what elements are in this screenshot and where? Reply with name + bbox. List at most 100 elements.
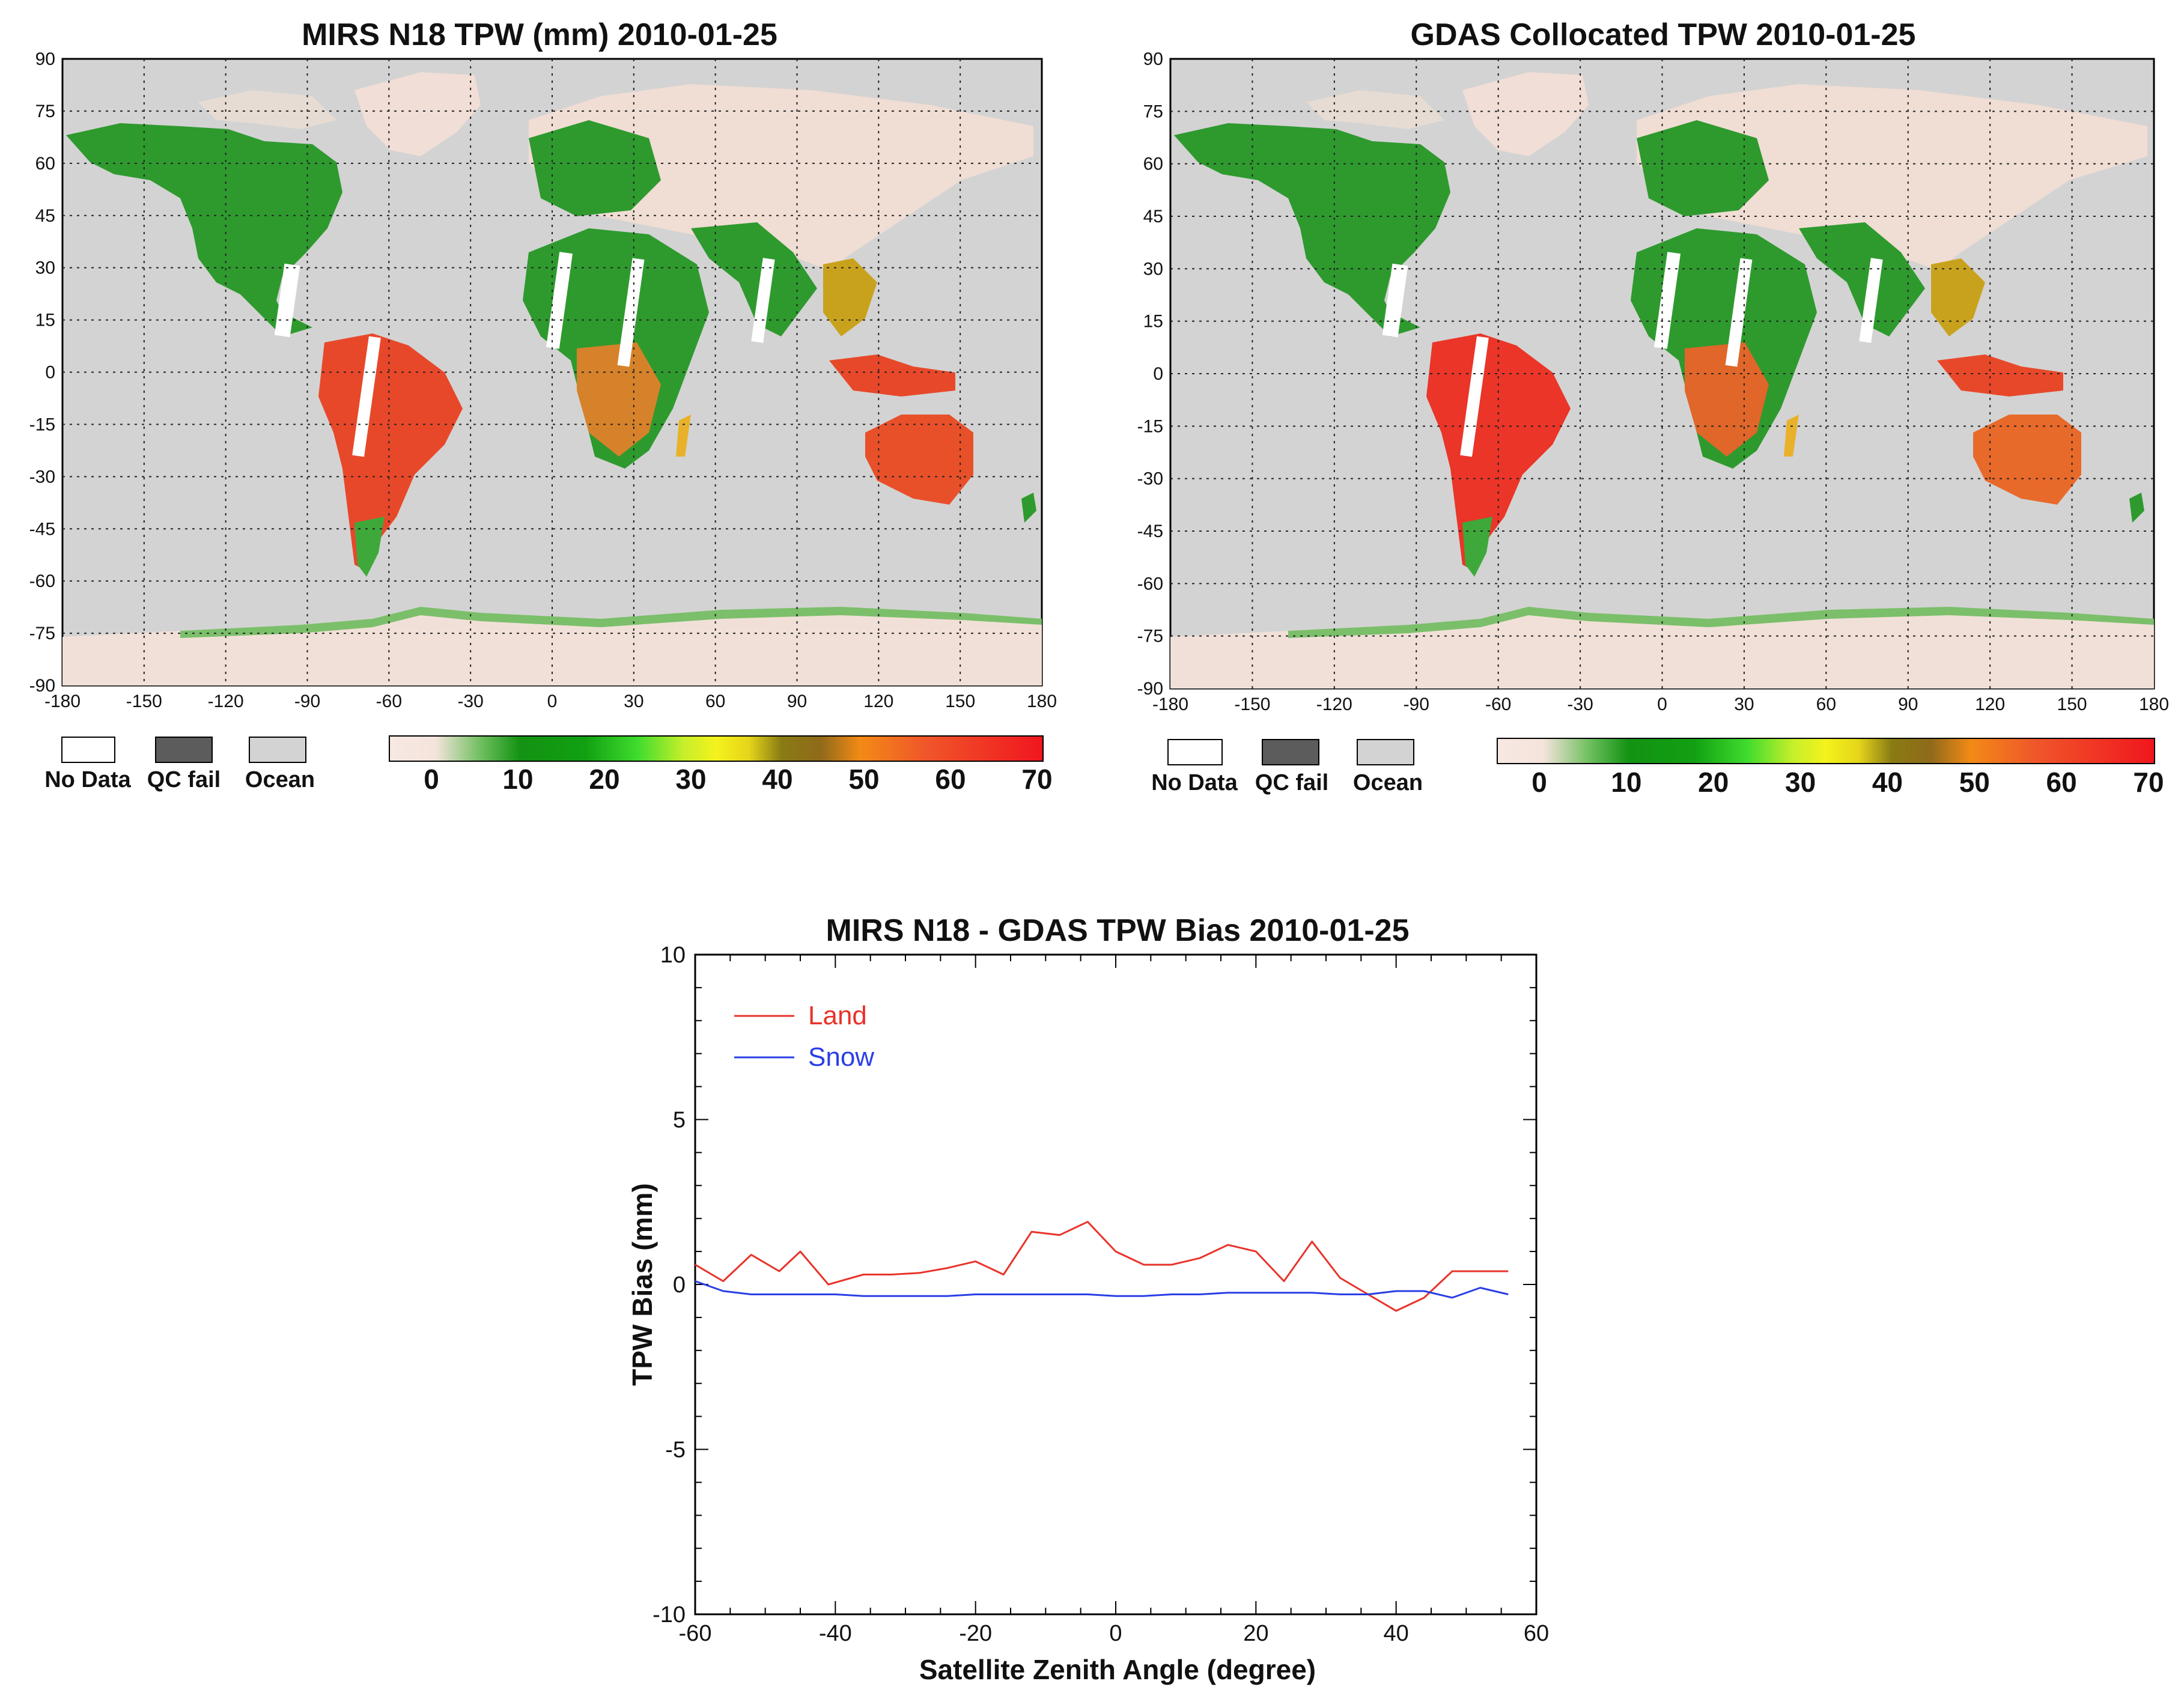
lon-tick-label: 180 xyxy=(2139,694,2169,714)
swath-gap xyxy=(1653,252,1681,349)
map-title: GDAS Collocated TPW 2010-01-25 xyxy=(1411,17,1916,52)
lon-tick-label: 90 xyxy=(1898,694,1918,714)
map-panel-right: GDAS Collocated TPW 2010-01-25 xyxy=(1137,17,2169,798)
lat-tick-label: -75 xyxy=(1137,627,1163,646)
lon-tick-label: -120 xyxy=(208,691,244,711)
bias-plot: MIRS N18 - GDAS TPW Bias 2010-01-25 -60-… xyxy=(627,913,1549,1685)
legend-label-no-data: No Data xyxy=(44,767,131,792)
landmass-australia xyxy=(865,415,973,505)
lon-tick-label: 60 xyxy=(1816,694,1836,714)
colorbar-tick-label: 70 xyxy=(1021,764,1052,795)
x-tick-label: -40 xyxy=(819,1621,852,1646)
legend-swatch-no-data xyxy=(61,737,115,763)
landmass-indonesia xyxy=(1937,354,2063,397)
lon-tick-label: -30 xyxy=(1567,694,1593,714)
legend-label-no-data: No Data xyxy=(1151,770,1238,795)
landmass-madagascar xyxy=(676,415,691,457)
lat-tick-label: -45 xyxy=(29,519,55,539)
landmass-eurasia xyxy=(529,84,1033,270)
map-panel-left: MIRS N18 TPW (mm) 2010-01-25 xyxy=(29,17,1057,795)
lat-tick-label: -60 xyxy=(1137,574,1163,594)
landmass-indonesia xyxy=(829,354,955,397)
lat-tick-labels: 90 75 60 45 30 15 0 -15 -30 -45 -60 -75 -90 xyxy=(1137,49,1163,699)
lat-tick-label: 15 xyxy=(1143,312,1163,332)
lon-tick-label: -150 xyxy=(1234,694,1270,714)
landmass-arctic-canada xyxy=(198,90,336,129)
legend-label-qc-fail: QC fail xyxy=(1255,770,1328,795)
lon-tick-label: -120 xyxy=(1316,694,1352,714)
swath-gap xyxy=(1859,258,1883,343)
lat-tick-label: -75 xyxy=(29,624,55,643)
colorbar-tick-label: 30 xyxy=(1785,767,1816,798)
colorbar-tick-label: 20 xyxy=(589,764,619,795)
lon-tick-label: 120 xyxy=(1975,694,2005,714)
plot-series xyxy=(695,1221,1509,1312)
lat-tick-label: -30 xyxy=(1137,469,1163,489)
legend-swatch-ocean xyxy=(249,737,306,763)
legend-label-snow: Snow xyxy=(808,1042,874,1072)
map-title: MIRS N18 TPW (mm) 2010-01-25 xyxy=(302,17,777,52)
colorbar-tick-label: 30 xyxy=(675,764,706,795)
colorbar-tick-label: 50 xyxy=(848,764,879,795)
y-tick-label: 5 xyxy=(673,1108,686,1133)
colorbar-tick-labels: 0 10 20 30 40 50 60 70 xyxy=(424,764,1052,795)
lat-tick-label: -90 xyxy=(29,676,55,696)
legend-label-land: Land xyxy=(808,1001,867,1030)
colorbar-tick-label: 0 xyxy=(424,764,439,795)
colorbar-tick-label: 70 xyxy=(2133,767,2164,798)
landmass-greenland xyxy=(1462,72,1589,156)
swath-gap xyxy=(352,336,381,457)
colorbar-tick-label: 20 xyxy=(1698,767,1729,798)
landmass-southeast-asia xyxy=(823,258,877,336)
colorbar-tick-label: 40 xyxy=(762,764,792,795)
lon-tick-label: 150 xyxy=(945,691,975,711)
lon-tick-label: 60 xyxy=(705,691,725,711)
y-tick-label: -10 xyxy=(652,1602,686,1628)
landmass-new-zealand xyxy=(1021,493,1036,523)
map-legend: No Data QC fail Ocean xyxy=(44,737,315,792)
series-line-snow xyxy=(695,1280,1509,1299)
plot-title: MIRS N18 - GDAS TPW Bias 2010-01-25 xyxy=(826,913,1410,948)
lon-tick-label: 30 xyxy=(624,691,643,711)
lat-tick-label: 75 xyxy=(1143,102,1163,121)
legend-label-ocean: Ocean xyxy=(245,767,315,792)
lon-tick-label: -180 xyxy=(44,691,81,711)
lat-tick-label: 0 xyxy=(1153,364,1163,384)
lon-tick-labels: -180 -150 -120 -90 -60 -30 0 30 60 90 120 150 180 xyxy=(1152,694,2169,714)
lon-tick-label: -30 xyxy=(457,691,483,711)
landmass-north-america xyxy=(1174,123,1450,336)
lat-tick-label: -15 xyxy=(1137,416,1163,436)
lon-tick-label: -150 xyxy=(126,691,162,711)
plot-frame xyxy=(694,953,1538,1615)
x-tick-label: 40 xyxy=(1384,1621,1409,1646)
colorbar-tick-label: 0 xyxy=(1532,767,1547,798)
lon-tick-label: 90 xyxy=(787,691,807,711)
landmass-south-america-south xyxy=(1462,517,1492,577)
map-gridlines xyxy=(1170,59,2154,688)
landmass-new-zealand xyxy=(2129,493,2144,523)
swath-gap xyxy=(274,263,300,338)
landmass-europe xyxy=(529,120,661,216)
legend-swatch-qc-fail xyxy=(155,737,213,763)
colorbar-tick-label: 40 xyxy=(1872,767,1903,798)
landmass-southeast-asia xyxy=(1931,258,1985,336)
x-tick-label: -20 xyxy=(959,1621,992,1646)
colorbar-tick-label: 10 xyxy=(502,764,533,795)
lon-tick-label: -180 xyxy=(1152,694,1188,714)
x-tick-label: 0 xyxy=(1109,1621,1122,1646)
colorbar-gradient xyxy=(389,735,1044,762)
colorbar: 0 10 20 30 40 50 60 70 xyxy=(389,735,1053,795)
lon-tick-label: 180 xyxy=(1027,691,1057,711)
lon-tick-label: 0 xyxy=(1657,694,1667,714)
landmass-europe xyxy=(1637,120,1769,216)
landmass-south-america xyxy=(318,333,463,571)
plot-tick-labels: -60 -40 -20 0 20 40 60 10 5 0 -5 -10 xyxy=(652,943,1549,1646)
colorbar-tick-label: 60 xyxy=(935,764,966,795)
map-legend: No Data QC fail Ocean xyxy=(1151,739,1423,795)
colorbar-tick-label: 60 xyxy=(2046,767,2077,798)
landmass-australia xyxy=(1973,415,2081,505)
lon-tick-label: -90 xyxy=(294,691,320,711)
map-gridlines xyxy=(62,59,1042,685)
